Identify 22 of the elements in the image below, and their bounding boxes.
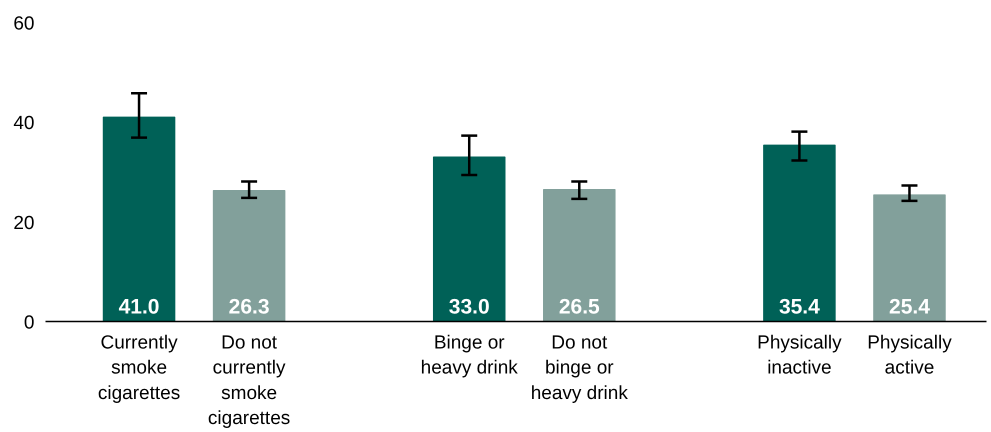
y-tick-label: 40 <box>13 113 35 134</box>
data-label: 26.5 <box>558 296 600 318</box>
y-tick-label: 60 <box>13 14 35 34</box>
data-label: 35.4 <box>778 296 820 318</box>
x-tick-label: Physically active <box>867 332 952 379</box>
bar <box>873 194 946 322</box>
x-tick-label: Currently smoke cigarettes <box>98 332 180 404</box>
data-label: 41.0 <box>118 296 160 318</box>
x-tick-label: Binge or heavy drink <box>420 332 518 379</box>
data-label: 25.4 <box>889 296 930 318</box>
data-label: 33.0 <box>448 296 490 318</box>
data-label: 26.3 <box>228 296 270 318</box>
y-tick-label: 20 <box>13 212 35 234</box>
x-tick-label: Do not binge or heavy drink <box>530 332 628 404</box>
bar <box>432 156 506 322</box>
bar <box>102 116 176 322</box>
bar <box>763 144 836 322</box>
x-tick-label: Physically inactive <box>757 332 842 379</box>
y-tick-label: 0 <box>24 312 35 334</box>
x-tick-label: Do not currently smoke cigarettes <box>208 332 290 430</box>
bar <box>212 190 286 322</box>
bar <box>543 188 616 322</box>
